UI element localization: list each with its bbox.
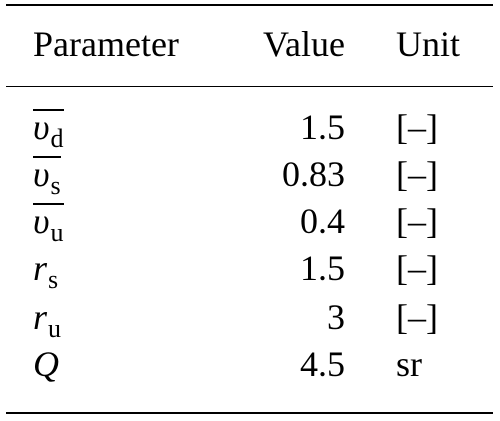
symbol-base: υ xyxy=(33,154,50,194)
header-rule xyxy=(6,86,493,87)
parameter-symbol: υs xyxy=(33,153,61,200)
parameter-unit: [–] xyxy=(396,107,438,147)
parameter-symbol: ru xyxy=(33,296,62,343)
parameter-unit: [–] xyxy=(396,201,438,241)
parameter-symbol: υu xyxy=(33,200,64,247)
table-row: υu 0.4 [–] xyxy=(0,200,500,247)
parameter-unit: sr xyxy=(396,344,422,384)
parameter-value: 1.5 xyxy=(300,107,345,147)
top-rule xyxy=(6,4,493,6)
symbol-base: r xyxy=(33,248,48,288)
header-parameter: Parameter xyxy=(33,24,179,64)
header-unit: Unit xyxy=(396,24,461,64)
parameter-value: 4.5 xyxy=(300,344,345,384)
parameter-symbol: Q xyxy=(33,343,60,389)
parameter-unit: [–] xyxy=(396,248,438,288)
symbol-base: r xyxy=(33,297,48,337)
overline-group: υs xyxy=(33,154,61,200)
table-row: υd 1.5 [–] xyxy=(0,106,500,153)
parameter-unit: [–] xyxy=(396,154,438,194)
symbol-subscript: u xyxy=(48,314,62,343)
parameter-value: 0.4 xyxy=(300,201,345,241)
overline-group: υd xyxy=(33,107,64,153)
symbol-base: υ xyxy=(33,107,50,147)
overline-group: υu xyxy=(33,201,64,247)
parameter-symbol: υd xyxy=(33,106,64,153)
parameter-symbol: rs xyxy=(33,247,59,294)
parameter-unit: [–] xyxy=(396,297,438,337)
parameter-value: 0.83 xyxy=(282,154,345,194)
table-row: υs 0.83 [–] xyxy=(0,153,500,200)
table-row: Q 4.5 sr xyxy=(0,343,500,385)
header-value: Value xyxy=(263,24,345,64)
symbol-subscript: s xyxy=(48,265,59,294)
symbol-base: Q xyxy=(33,344,59,384)
symbol-subscript: u xyxy=(50,218,64,247)
parameter-value: 1.5 xyxy=(300,248,345,288)
symbol-subscript: d xyxy=(50,124,64,153)
bottom-rule xyxy=(6,412,493,414)
table-row: ru 3 [–] xyxy=(0,296,500,343)
table-row: rs 1.5 [–] xyxy=(0,247,500,294)
symbol-subscript: s xyxy=(50,171,61,200)
parameter-value: 3 xyxy=(327,297,345,337)
symbol-base: υ xyxy=(33,201,50,241)
